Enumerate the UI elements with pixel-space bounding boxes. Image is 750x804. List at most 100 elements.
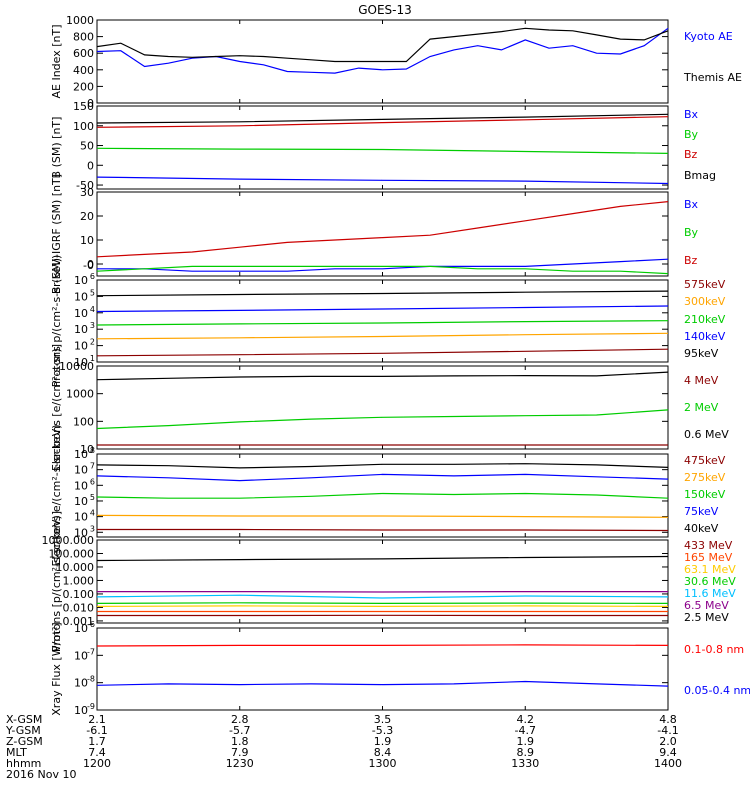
y-tick-exponent: 6 <box>90 477 95 486</box>
y-tick-label: 600 <box>73 47 94 60</box>
y-tick-label: 10 <box>74 323 88 336</box>
legend-entry: 75keV <box>684 505 719 518</box>
series-line-by <box>97 148 668 153</box>
series-line-475kev <box>97 530 668 531</box>
y-tick-label: 150 <box>73 100 94 113</box>
time-axis-value: 1400 <box>654 757 682 770</box>
y-axis-label: AE Index [nT] <box>50 24 63 98</box>
y-tick-label: 100 <box>73 120 94 133</box>
y-tick-label: 20 <box>80 210 94 223</box>
legend-entry: 150keV <box>684 488 726 501</box>
y-tick-label: 10 <box>74 622 88 635</box>
legend-entry: Bx <box>684 108 699 121</box>
y-tick-exponent: -6 <box>87 620 95 629</box>
legend-entry: 475keV <box>684 454 726 467</box>
y-tick-label: 50 <box>80 140 94 153</box>
legend-entry: Bmag <box>684 169 716 182</box>
series-line-63-1-mev <box>97 606 668 607</box>
y-tick-label: 10 <box>74 511 88 524</box>
legend-entry: 40keV <box>684 522 719 535</box>
y-tick-exponent: 5 <box>90 493 95 502</box>
series-line-75kev <box>97 474 668 480</box>
time-axis-value: 1200 <box>83 757 111 770</box>
legend-entry: 2 MeV <box>684 401 719 414</box>
y-tick-exponent: -8 <box>87 675 95 684</box>
y-tick-exponent: -9 <box>87 702 95 711</box>
series-line-0-6-mev <box>97 372 668 380</box>
y-tick-label: 10 <box>74 495 88 508</box>
series-line-210kev <box>97 321 668 325</box>
series-line-bx <box>97 177 668 183</box>
y-axis-label: Xray Flux [W/m²] <box>50 622 63 715</box>
y-tick-label: 10 <box>74 290 88 303</box>
legend-entry: By <box>684 128 699 141</box>
y-tick-label: 10000 <box>59 360 94 373</box>
series-line-30-6-mev <box>97 603 668 604</box>
y-axis-label: B (SM) [nT] <box>50 117 63 179</box>
time-axis-value: 1300 <box>369 757 397 770</box>
y-tick-label: 1000 <box>66 14 94 27</box>
y-tick-label: 400 <box>73 64 94 77</box>
series-line-2-5-mev <box>97 557 668 561</box>
y-tick-label: 10 <box>74 479 88 492</box>
legend-entry: 2.5 MeV <box>684 611 729 624</box>
y-tick-label: 0 <box>87 159 94 172</box>
y-tick-exponent: 5 <box>90 288 95 297</box>
series-line-40kev <box>97 464 668 468</box>
y-tick-label: 10 <box>74 677 88 690</box>
y-tick-label: 10 <box>74 340 88 353</box>
legend-entry: Themis AE <box>683 71 742 84</box>
legend-entry: 0.1-0.8 nm <box>684 643 744 656</box>
series-line-2-mev <box>97 410 668 429</box>
legend-entry: By <box>684 226 699 239</box>
legend-entry: 0.6 MeV <box>684 428 729 441</box>
legend-entry: 0.05-0.4 nm <box>684 684 750 697</box>
y-tick-label: 100 <box>73 415 94 428</box>
y-tick-label: 10 <box>74 649 88 662</box>
legend-entry: 95keV <box>684 347 719 360</box>
legend-entry: 300keV <box>684 295 726 308</box>
time-axis-date: 2016 Nov 10 <box>6 768 76 781</box>
y-tick-label: 10 <box>74 704 88 717</box>
series-line-300kev <box>97 333 668 339</box>
y-tick-exponent: 4 <box>90 305 95 314</box>
series-line-0-05-0-4-nm <box>97 682 668 687</box>
series-line-themis-ae <box>97 28 668 61</box>
y-tick-exponent: 3 <box>90 321 95 330</box>
y-tick-label: 10 <box>74 464 88 477</box>
series-line-0-1-0-8-nm <box>97 645 668 646</box>
legend-entry: 275keV <box>684 471 726 484</box>
legend-entry: 140keV <box>684 330 726 343</box>
series-line-150kev <box>97 494 668 499</box>
panel-frame-7 <box>97 540 668 623</box>
y-tick-exponent: 2 <box>90 338 95 347</box>
legend-entry: Bx <box>684 198 699 211</box>
series-line-575kev <box>97 349 668 356</box>
legend-entry: Bz <box>684 254 698 267</box>
series-line-140kev <box>97 306 668 312</box>
panel-frame-8 <box>97 628 668 710</box>
y-tick-label: 30 <box>80 186 94 199</box>
y-tick-label: 800 <box>73 31 94 44</box>
y-tick-exponent: 6 <box>90 272 95 281</box>
y-tick-label: 200 <box>73 80 94 93</box>
y-tick-label: 10 <box>74 307 88 320</box>
legend-entry: Bz <box>684 148 698 161</box>
legend-entry: 575keV <box>684 278 726 291</box>
legend-entry: 210keV <box>684 313 726 326</box>
time-axis-value: 1330 <box>511 757 539 770</box>
time-axis-value: 1230 <box>226 757 254 770</box>
y-tick-label: 10 <box>80 234 94 247</box>
y-tick-label: 0.100 <box>63 588 95 601</box>
y-tick-exponent: 4 <box>90 509 95 518</box>
y-tick-exponent: -7 <box>87 647 95 656</box>
y-tick-label: 1000 <box>66 388 94 401</box>
y-tick-label: 10 <box>74 274 88 287</box>
y-tick-exponent: 3 <box>90 524 95 533</box>
series-line-275kev <box>97 515 668 517</box>
series-line-bx <box>97 259 668 271</box>
legend-entry: 4 MeV <box>684 374 719 387</box>
y-tick-exponent: 7 <box>90 462 95 471</box>
